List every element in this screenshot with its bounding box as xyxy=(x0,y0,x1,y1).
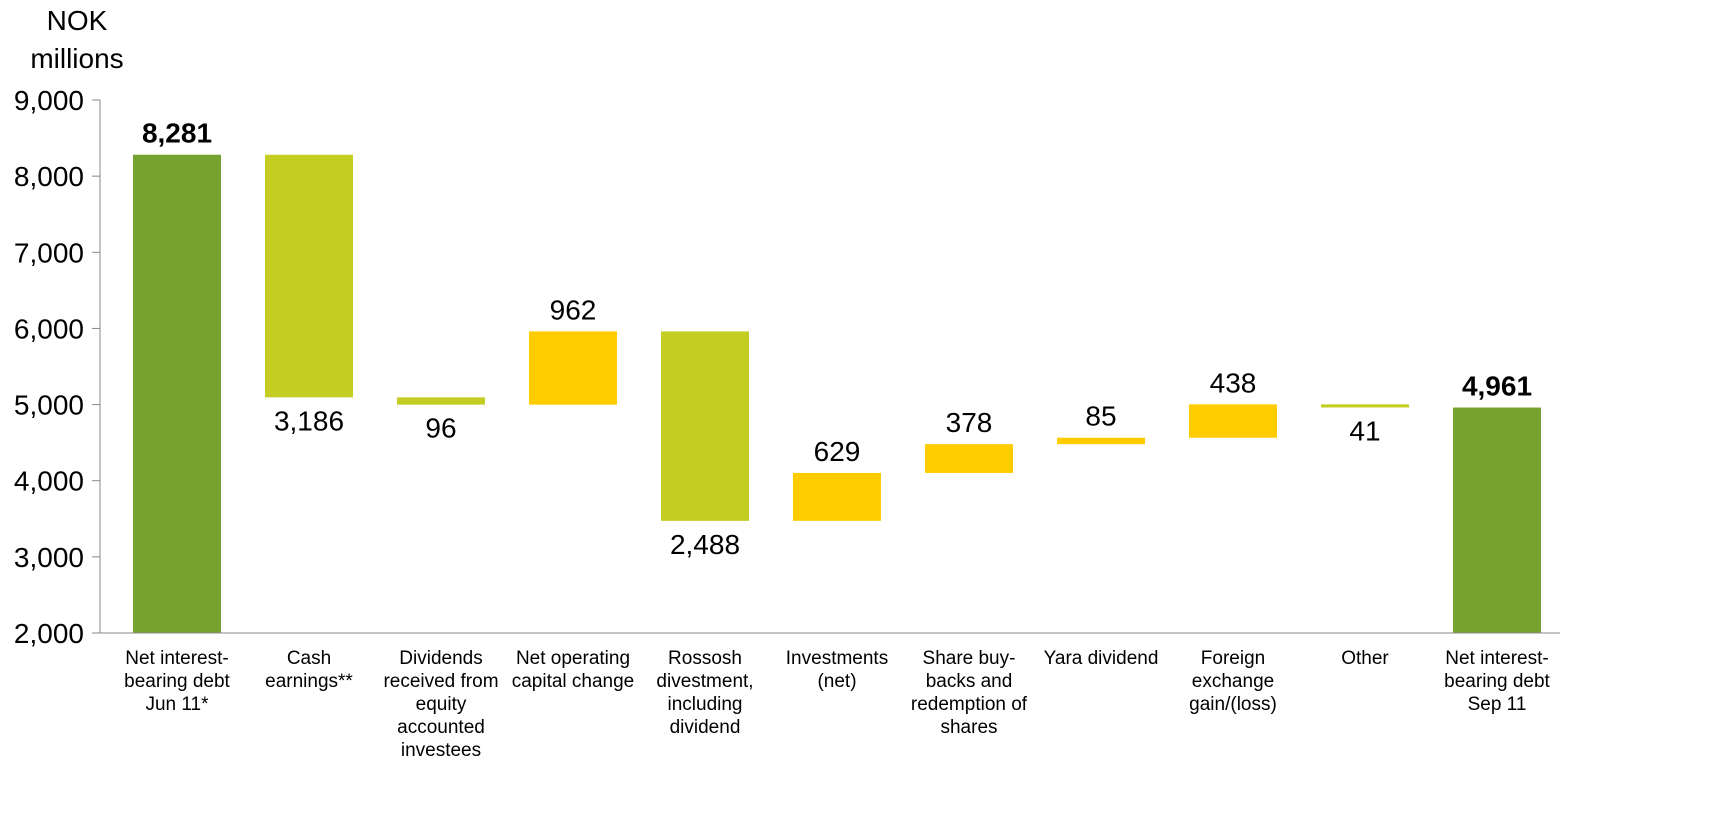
value-label: 629 xyxy=(814,436,861,467)
category-label: Rossosh divestment, including dividend xyxy=(656,648,754,738)
category-label: Investments (net) xyxy=(785,648,889,692)
category-label: Yara dividend xyxy=(1043,648,1159,669)
bar xyxy=(133,154,221,634)
value-labels: 8,281 3,186 96 962 2,488 629 378 85 438 41 4,961 xyxy=(142,118,1532,560)
category-label: Cash earnings** xyxy=(265,648,353,692)
bar xyxy=(265,154,353,398)
bar xyxy=(529,331,617,405)
value-label: 962 xyxy=(550,294,597,325)
bar xyxy=(1189,404,1277,438)
bars-layer xyxy=(133,154,1541,634)
bar xyxy=(1057,437,1145,445)
y-axis-unit-label: NOK millions xyxy=(30,5,124,74)
category-label: Share buy- backs and redemption of share… xyxy=(910,648,1028,738)
y-tick-label: 4,000 xyxy=(14,466,84,497)
bar xyxy=(793,472,881,521)
category-label: Other xyxy=(1341,648,1389,669)
bar xyxy=(925,444,1013,473)
y-axis: 9,000 8,000 7,000 6,000 5,000 4,000 3,000 2,000 xyxy=(14,85,1560,649)
bar xyxy=(1321,404,1409,408)
value-label: 85 xyxy=(1085,401,1116,432)
y-tick-label: 5,000 xyxy=(14,390,84,421)
value-label: 3,186 xyxy=(274,405,344,436)
value-label: 41 xyxy=(1349,415,1380,446)
category-label: Foreign exchange gain/(loss) xyxy=(1189,648,1277,715)
y-tick-label: 7,000 xyxy=(14,237,84,268)
y-tick-label: 8,000 xyxy=(14,161,84,192)
bar xyxy=(1453,407,1541,633)
y-tick-label: 3,000 xyxy=(14,542,84,573)
y-tick-label: 2,000 xyxy=(14,618,84,649)
y-tick-label: 6,000 xyxy=(14,313,84,344)
category-label: Net operating capital change xyxy=(511,648,635,692)
value-label: 8,281 xyxy=(142,118,212,149)
value-label: 96 xyxy=(425,413,456,444)
bar xyxy=(397,397,485,405)
value-label: 4,961 xyxy=(1462,371,1532,402)
value-label: 2,488 xyxy=(670,529,740,560)
category-label: Net interest- bearing debt Sep 11 xyxy=(1444,648,1550,715)
category-label: Dividends received from equity accounted… xyxy=(383,648,499,761)
y-tick-label: 9,000 xyxy=(14,85,84,116)
bar xyxy=(661,331,749,521)
category-label: Net interest- bearing debt Jun 11* xyxy=(124,648,230,715)
value-label: 438 xyxy=(1210,367,1257,398)
value-label: 378 xyxy=(946,407,993,438)
